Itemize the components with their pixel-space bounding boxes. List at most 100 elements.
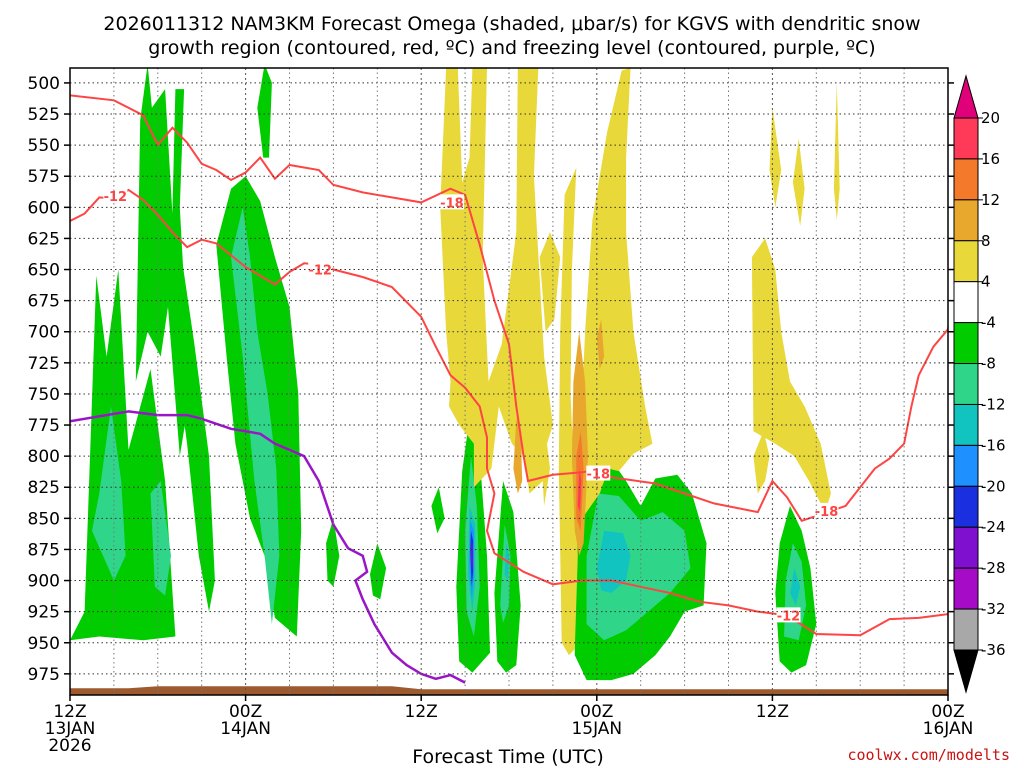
x-tick-label: 13JAN	[45, 719, 96, 739]
contour-label-5: -18	[815, 505, 839, 520]
colorbar-swatch-11	[953, 567, 979, 610]
colorbar-label: -4	[981, 314, 996, 332]
colorbar-label: -20	[981, 477, 1006, 495]
omega-region-13	[150, 481, 171, 596]
colorbar-label: -12	[981, 395, 1006, 413]
x-tick-label: 00Z	[931, 702, 964, 722]
chart-title-line1: 2026011312 NAM3KM Forecast Omega (shaded…	[103, 13, 920, 35]
x-tick-label: 2026	[48, 736, 91, 756]
colorbar-swatch-5	[953, 322, 979, 365]
omega-region-28	[558, 167, 578, 656]
omega-region-39	[577, 468, 582, 513]
omega-region-25	[471, 540, 473, 572]
omega-region-26	[440, 68, 553, 506]
omega-region-37	[596, 319, 605, 370]
y-tick-label: 525	[28, 105, 60, 125]
plot-inner: -12 -12 -12 -18 -18 -18	[70, 68, 948, 695]
omega-region-32	[769, 107, 782, 208]
contour-label-bg-5	[814, 502, 839, 518]
x-tick-label: 15JAN	[571, 719, 622, 739]
colorbar-swatch-9	[953, 485, 979, 528]
y-tick-label: 725	[28, 354, 60, 374]
snow-growth-contour-0	[70, 94, 948, 522]
colorbar-label: -28	[981, 559, 1006, 577]
colorbar-label: 20	[981, 109, 1000, 127]
omega-region-14	[231, 207, 280, 625]
contour-label-4: -18	[587, 468, 611, 483]
terrain	[70, 686, 948, 695]
y-tick-label: 900	[28, 572, 60, 592]
chart-title-line2: growth region (contoured, red, ºC) and f…	[148, 37, 875, 59]
contour-label-bg-1	[308, 261, 333, 277]
omega-region-29	[579, 68, 653, 519]
colorbar-swatch-4	[953, 281, 979, 324]
y-tick-label: 800	[28, 447, 60, 467]
colorbar-label: 4	[981, 273, 991, 291]
x-tick-label: 00Z	[580, 702, 613, 722]
colorbar-label: 12	[981, 191, 1000, 209]
axes: 500 525 550 575 600 625 650 675 700 725 750 775 800 8…	[28, 67, 974, 756]
omega-region-7	[431, 487, 445, 534]
colorbar-swatch-6	[953, 363, 979, 405]
omega-region-34	[833, 82, 840, 220]
x-tick-label: 12Z	[756, 702, 789, 722]
colorbar-swatch-0	[953, 117, 979, 160]
x-axis-title: Forecast Time (UTC)	[412, 746, 603, 768]
colorbar: 20 16 12 8 4 -4 -8 -12 -16 -20 -24 -28 -32 -36	[953, 74, 1006, 694]
plot-area: -12 -12 -12 -18 -18 -18	[70, 68, 948, 695]
contour-label-3: -18	[440, 196, 464, 211]
omega-region-2	[165, 232, 215, 612]
omega-region-4	[257, 68, 272, 158]
contour-label-bg-0	[103, 188, 128, 204]
omega-region-22	[790, 568, 801, 606]
y-tick-label: 625	[28, 229, 60, 249]
contour-label-bg-3	[439, 194, 464, 210]
y-tick-label: 975	[28, 665, 60, 685]
colorbar-swatch-1	[953, 158, 979, 201]
credit-text: coolwx.com/modelts	[847, 746, 1010, 764]
x-tick-label: 00Z	[229, 702, 262, 722]
y-tick-label: 675	[28, 292, 60, 312]
omega-region-21	[596, 530, 631, 593]
x-tick-label: 14JAN	[220, 719, 271, 739]
omega-region-12	[92, 406, 126, 581]
colorbar-swatch-8	[953, 444, 979, 487]
colorbar-swatch-3	[953, 240, 979, 283]
y-tick-label: 775	[28, 416, 60, 436]
colorbar-label: -16	[981, 436, 1006, 454]
colorbar-label: -36	[981, 641, 1006, 659]
y-tick-label: 950	[28, 634, 60, 654]
omega-region-6	[370, 543, 387, 600]
y-tick-label: 925	[28, 603, 60, 623]
plot-frame	[69, 67, 949, 696]
y-tick-label: 700	[28, 323, 60, 343]
omega-region-30	[753, 431, 770, 494]
y-tick-label: 850	[28, 509, 60, 529]
y-tick-label: 550	[28, 136, 60, 156]
colorbar-swatch-10	[953, 526, 979, 569]
omega-region-31	[751, 238, 831, 513]
freezing-level-contour	[70, 410, 466, 684]
y-tick-label: 825	[28, 478, 60, 498]
x-tick-label: 12Z	[405, 702, 438, 722]
contour-label-bg-4	[586, 465, 611, 481]
contour-label-bg-2	[776, 607, 801, 623]
omega-region-33	[792, 138, 805, 226]
colorbar-top-arrow	[953, 74, 979, 119]
contour-label-0: -12	[104, 190, 128, 205]
colorbar-label: 8	[981, 232, 991, 250]
omega-region-17	[586, 493, 691, 641]
x-tick-label: 16JAN	[923, 719, 974, 739]
y-tick-label: 750	[28, 385, 60, 405]
y-tick-label: 650	[28, 261, 60, 281]
y-tick-label: 500	[28, 74, 60, 94]
y-tick-label: 875	[28, 540, 60, 560]
colorbar-swatch-2	[953, 199, 979, 242]
y-tick-label: 600	[28, 198, 60, 218]
colorbar-label: -8	[981, 355, 996, 373]
y-tick-label: 575	[28, 167, 60, 187]
contour-label-1: -12	[308, 264, 332, 279]
x-tick-label: 12Z	[53, 702, 86, 722]
omega-region-27	[539, 232, 561, 332]
